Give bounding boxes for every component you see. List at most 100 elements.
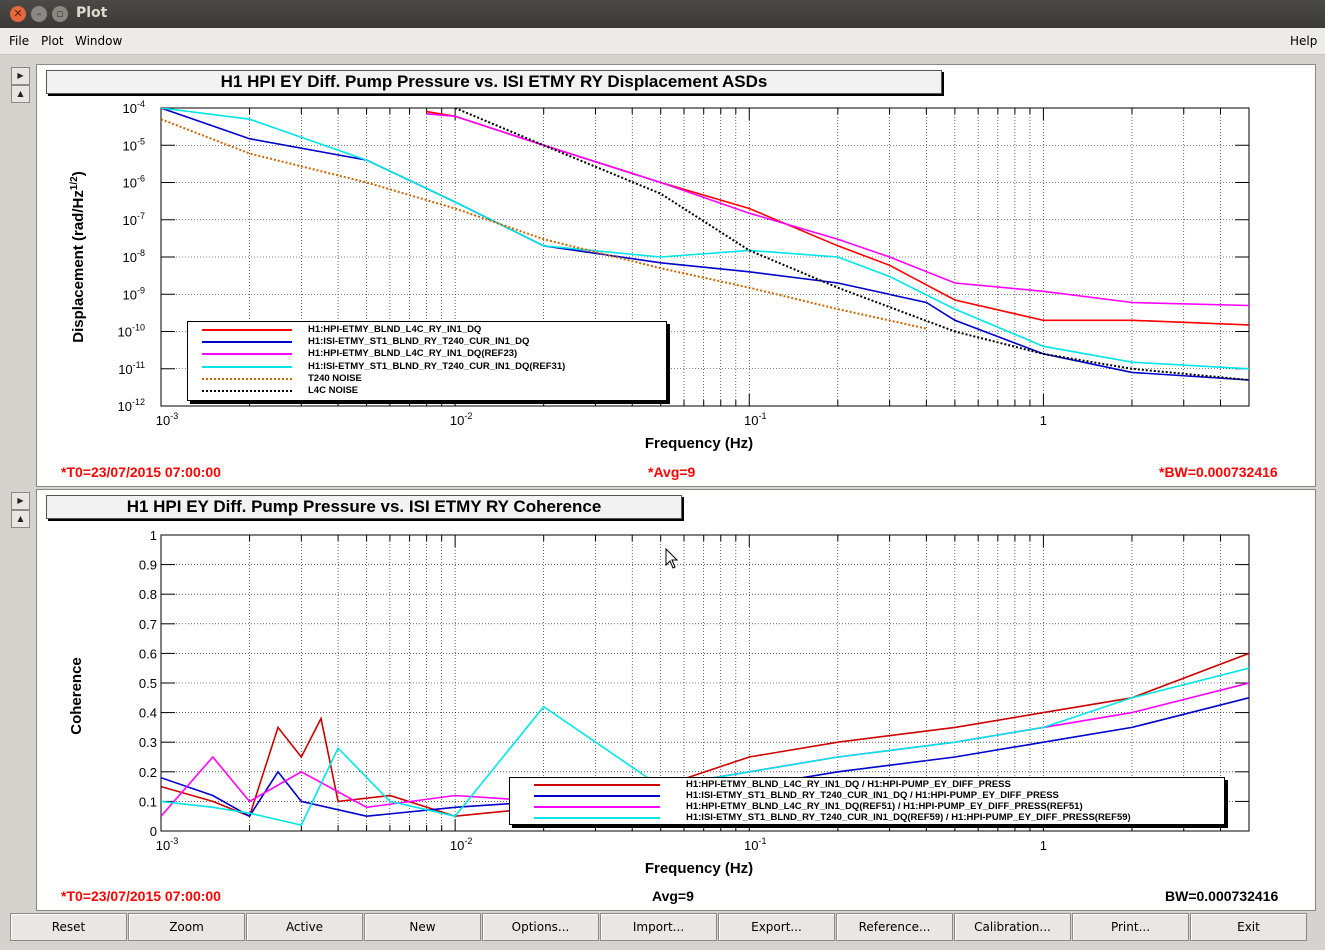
asd-plot-legend[interactable]: H1:HPI-ETMY_BLND_L4C_RY_IN1_DQ H1:ISI-ETM… <box>187 321 667 401</box>
active-button[interactable]: Active <box>246 913 363 941</box>
legend-swatch <box>202 341 292 344</box>
coherence-avg-label: Avg=9 <box>652 888 694 904</box>
close-window-button[interactable]: ✕ <box>10 6 26 22</box>
legend-entry: H1:HPI-ETMY_BLND_L4C_RY_IN1_DQ <box>188 324 666 336</box>
legend-label: L4C NOISE <box>308 385 359 396</box>
y-tick-label: 1 <box>150 528 157 543</box>
legend-label: H1:ISI-ETMY_ST1_BLND_RY_T240_CUR_IN1_DQ … <box>686 790 1059 801</box>
legend-label: H1:HPI-ETMY_BLND_L4C_RY_IN1_DQ / H1:HPI-… <box>686 779 1011 790</box>
legend-label: T240 NOISE <box>308 372 362 384</box>
y-axis-label: Coherence <box>68 657 85 735</box>
legend-entry: H1:HPI-ETMY_BLND_L4C_RY_IN1_DQ(REF23) <box>188 348 666 360</box>
y-tick-label: 0.4 <box>139 706 157 721</box>
pad2-collapse-button[interactable]: ▲ <box>11 510 30 528</box>
y-tick-label: 0.2 <box>139 765 157 780</box>
legend-swatch <box>202 377 292 380</box>
legend-swatch <box>534 795 660 797</box>
x-tick-label: 10-2 <box>450 836 472 853</box>
coherence-bw-label: BW=0.000732416 <box>1165 888 1279 904</box>
y-tick-label: 0.8 <box>139 587 157 602</box>
legend-swatch <box>202 329 292 331</box>
y-tick-label: 10-4 <box>123 99 145 116</box>
menu-bar: File Plot Window Help <box>0 28 1325 55</box>
print-button[interactable]: Print... <box>1072 913 1189 941</box>
y-tick-label: 10-5 <box>123 136 145 153</box>
menu-file[interactable]: File <box>9 34 30 48</box>
asd-avg-label: *Avg=9 <box>648 464 696 480</box>
menu-window[interactable]: Window <box>75 34 123 48</box>
asd-series-line <box>161 108 1249 370</box>
calibration-button[interactable]: Calibration... <box>954 913 1071 941</box>
export-button[interactable]: Export... <box>718 913 835 941</box>
import-button[interactable]: Import... <box>600 913 717 941</box>
y-tick-label: 10-7 <box>123 211 145 228</box>
asd-series-line <box>454 108 1249 381</box>
zoom-button[interactable]: Zoom <box>128 913 245 941</box>
coherence-plot-legend[interactable]: H1:HPI-ETMY_BLND_L4C_RY_IN1_DQ / H1:HPI-… <box>509 777 1225 825</box>
menu-help[interactable]: Help <box>1290 34 1318 48</box>
legend-entry: H1:HPI-ETMY_BLND_L4C_RY_IN1_DQ(REF51) / … <box>510 801 1224 813</box>
legend-swatch <box>534 817 660 819</box>
legend-label: H1:ISI-ETMY_ST1_BLND_RY_T240_CUR_IN1_DQ(… <box>308 360 566 372</box>
asd-plot-pad[interactable]: 10-3 10-2 10-1 1 Frequency (Hz) 10-12 10-11 10-… <box>36 64 1316 487</box>
window-titlebar: ✕ – ▫ Plot <box>0 0 1325 28</box>
asd-series-line <box>161 118 927 330</box>
asd-series-line <box>426 113 1249 307</box>
legend-swatch <box>534 784 660 786</box>
asd-series-line <box>426 110 1249 326</box>
y-tick-label: 10-12 <box>118 397 145 414</box>
minimize-window-button[interactable]: – <box>31 6 47 22</box>
asd-plot-title: H1 HPI EY Diff. Pump Pressure vs. ISI ET… <box>46 70 942 94</box>
new-button[interactable]: New <box>364 913 481 941</box>
y-tick-label: 10-10 <box>118 323 145 340</box>
y-tick-label: 10-6 <box>123 174 145 191</box>
coherence-t0-label: *T0=23/07/2015 07:00:00 <box>61 888 221 904</box>
exit-button[interactable]: Exit <box>1190 913 1307 941</box>
legend-label: H1:HPI-ETMY_BLND_L4C_RY_IN1_DQ(REF23) <box>308 348 518 360</box>
pad1-collapse-button[interactable]: ▲ <box>11 85 30 103</box>
y-tick-label: 10-8 <box>123 248 145 265</box>
pad2-expand-button[interactable]: ▶ <box>11 492 30 510</box>
y-axis-label: Displacement (rad/Hz1/2) <box>69 171 87 342</box>
y-tick-label: 0.3 <box>139 735 157 750</box>
legend-entry: L4C NOISE <box>188 385 666 397</box>
y-tick-label: 0.1 <box>139 794 157 809</box>
y-tick-label: 10-9 <box>123 285 145 302</box>
x-tick-label: 10-1 <box>744 836 766 853</box>
mouse-cursor-icon <box>665 548 679 569</box>
pad1-expand-button[interactable]: ▶ <box>11 67 30 85</box>
asd-t0-label: *T0=23/07/2015 07:00:00 <box>61 464 221 480</box>
y-tick-label: 0.9 <box>139 558 157 573</box>
x-axis-label: Frequency (Hz) <box>645 860 753 877</box>
legend-entry: T240 NOISE <box>188 373 666 385</box>
legend-label: H1:ISI-ETMY_ST1_BLND_RY_T240_CUR_IN1_DQ <box>308 336 530 348</box>
y-tick-label: 0.6 <box>139 646 157 661</box>
legend-swatch <box>202 365 292 368</box>
y-tick-label: 0 <box>150 824 157 839</box>
asd-bw-label: *BW=0.000732416 <box>1159 464 1278 480</box>
x-tick-label: 10-1 <box>744 411 766 428</box>
options-button[interactable]: Options... <box>482 913 599 941</box>
x-axis-label: Frequency (Hz) <box>645 435 753 452</box>
legend-entry: H1:ISI-ETMY_ST1_BLND_RY_T240_CUR_IN1_DQ(… <box>510 812 1224 824</box>
legend-entry: H1:HPI-ETMY_BLND_L4C_RY_IN1_DQ / H1:HPI-… <box>510 779 1224 791</box>
bottom-button-bar: Reset Zoom Active New Options... Import... Exp… <box>0 911 1325 950</box>
legend-entry: H1:ISI-ETMY_ST1_BLND_RY_T240_CUR_IN1_DQ … <box>510 790 1224 802</box>
y-tick-label: 0.7 <box>139 617 157 632</box>
coherence-plot-title: H1 HPI EY Diff. Pump Pressure vs. ISI ET… <box>46 495 682 519</box>
menu-plot[interactable]: Plot <box>41 34 64 48</box>
y-tick-label: 10-11 <box>118 360 145 377</box>
legend-entry: H1:ISI-ETMY_ST1_BLND_RY_T240_CUR_IN1_DQ <box>188 336 666 348</box>
coherence-series-line <box>161 667 1249 827</box>
x-tick-label: 1 <box>1040 838 1047 853</box>
legend-label: H1:ISI-ETMY_ST1_BLND_RY_T240_CUR_IN1_DQ(… <box>686 812 1131 823</box>
reference-button[interactable]: Reference... <box>836 913 953 941</box>
reset-button[interactable]: Reset <box>10 913 127 941</box>
legend-label: H1:HPI-ETMY_BLND_L4C_RY_IN1_DQ <box>308 324 482 335</box>
x-tick-label: 1 <box>1040 413 1047 428</box>
legend-swatch <box>202 390 292 392</box>
legend-label: H1:HPI-ETMY_BLND_L4C_RY_IN1_DQ(REF51) / … <box>686 801 1083 812</box>
window-title: Plot <box>76 5 108 21</box>
maximize-window-button[interactable]: ▫ <box>52 6 68 22</box>
